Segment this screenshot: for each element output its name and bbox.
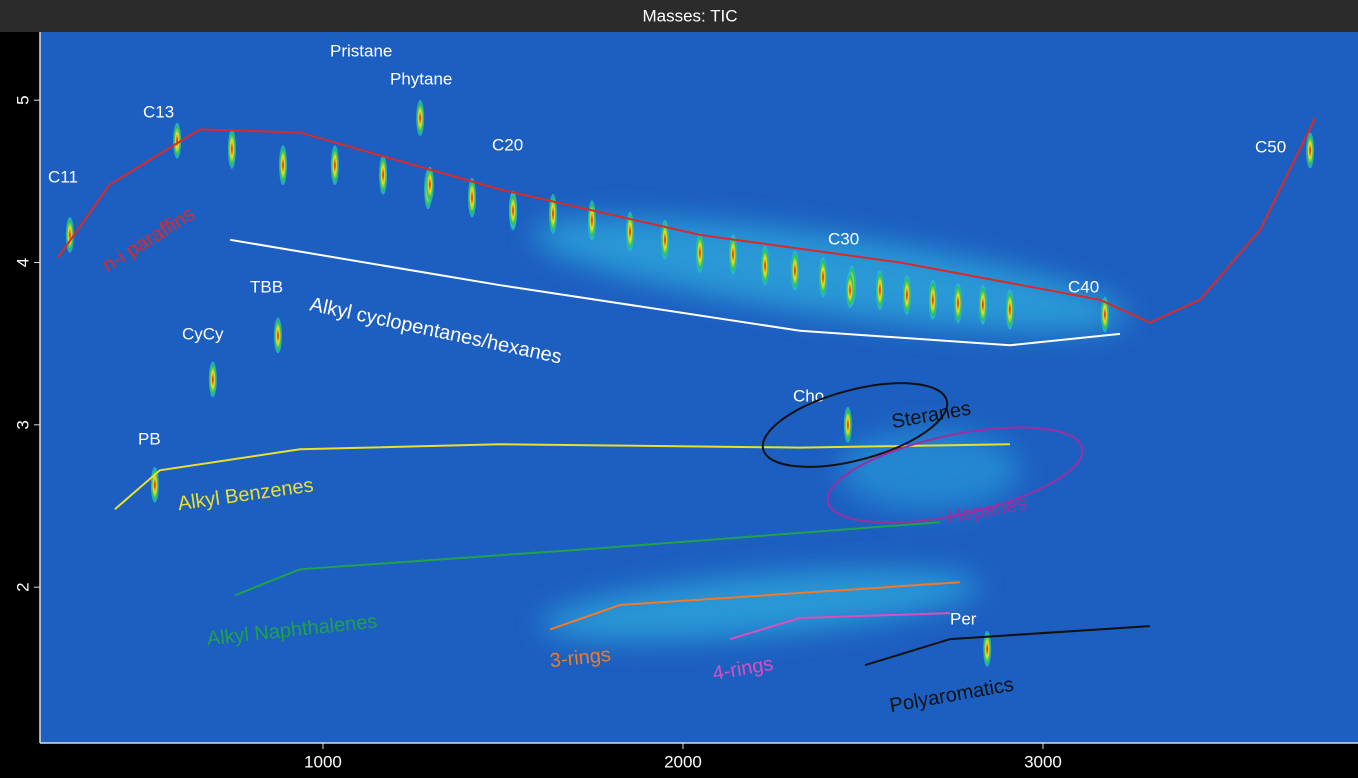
- peak: [227, 128, 236, 169]
- x-tick-label: 1000: [304, 752, 342, 771]
- peak-label: Per: [950, 609, 977, 628]
- series-curve: [114, 443, 1010, 510]
- peak: [549, 193, 558, 234]
- peak-label: Pristane: [330, 41, 392, 60]
- peak: [875, 270, 884, 311]
- x-tick-label: 3000: [1024, 752, 1062, 771]
- labeled-peak: [843, 406, 852, 443]
- peak: [928, 279, 937, 320]
- peak: [1005, 289, 1014, 330]
- labeled-peak: [425, 166, 434, 203]
- peak: [819, 257, 828, 298]
- peak: [468, 177, 477, 218]
- series-curve: [234, 521, 941, 597]
- labeled-peak: [208, 361, 217, 398]
- peak-label: CyCy: [182, 324, 224, 343]
- peak: [587, 200, 596, 241]
- peak: [330, 145, 339, 186]
- peak: [695, 232, 704, 273]
- labeled-peak: [173, 122, 182, 159]
- series-curve: [57, 117, 1317, 324]
- y-tick-label: 5: [13, 95, 32, 104]
- chart-title: Masses: TIC: [642, 6, 737, 25]
- peak-label: PB: [138, 429, 161, 448]
- labeled-peak: [983, 630, 992, 667]
- peak: [902, 274, 911, 315]
- y-tick-label: 2: [13, 582, 32, 591]
- labeled-peak: [273, 317, 282, 354]
- peak: [761, 245, 770, 286]
- labeled-peak: [1306, 132, 1315, 169]
- peak-label: Cho: [793, 386, 824, 405]
- peak-label: C11: [48, 167, 78, 186]
- peak-label: C30: [828, 229, 859, 248]
- series-curve: [729, 612, 951, 641]
- peak: [379, 154, 388, 195]
- labeled-peak: [416, 100, 425, 137]
- series-curve: [229, 238, 1121, 347]
- peak: [660, 219, 669, 260]
- signal-haze: [532, 217, 1128, 641]
- y-tick-label: 3: [13, 420, 32, 429]
- region-outline: [761, 382, 949, 468]
- title-bar: [0, 0, 1358, 32]
- x-tick-label: 2000: [664, 752, 702, 771]
- peak: [978, 284, 987, 325]
- peak-label: Phytane: [390, 69, 452, 88]
- labeled-peak: [509, 192, 518, 229]
- series-curve: [549, 581, 960, 631]
- peak-label: C13: [143, 102, 174, 121]
- region-outline: [826, 426, 1084, 524]
- labeled-peak: [65, 216, 74, 253]
- labeled-peak: [846, 272, 855, 309]
- peak: [790, 250, 799, 291]
- peak: [729, 234, 738, 275]
- y-tick-label: 4: [13, 258, 32, 267]
- peak-label: C20: [492, 135, 523, 154]
- peak: [626, 211, 635, 252]
- peak: [279, 145, 288, 186]
- peak-label: C40: [1068, 277, 1099, 296]
- labeled-peak: [1100, 296, 1109, 333]
- series-curve: [864, 625, 1150, 667]
- peak-label: TBB: [250, 277, 283, 296]
- peak: [954, 283, 963, 324]
- peak-label: C50: [1255, 137, 1286, 156]
